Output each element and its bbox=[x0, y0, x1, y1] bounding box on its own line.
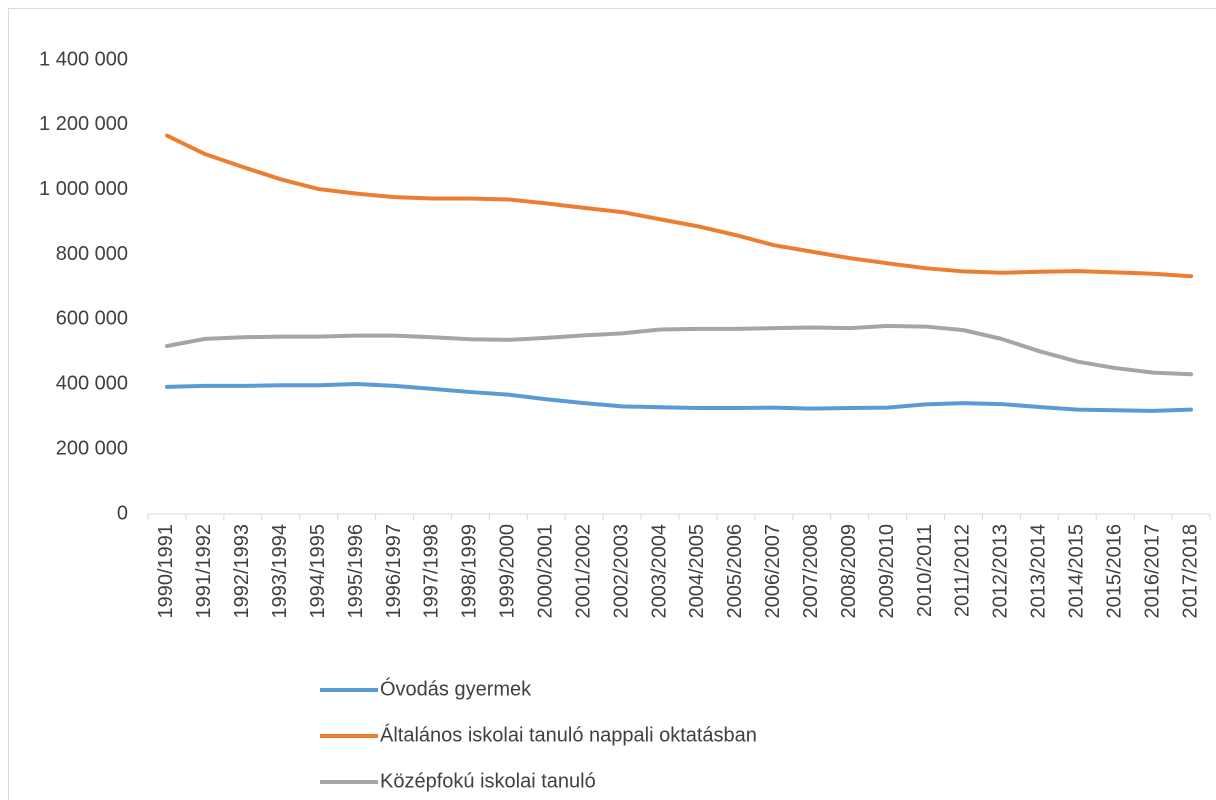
y-tick-label: 0 bbox=[117, 502, 128, 524]
x-tick-label: 2003/2004 bbox=[648, 524, 670, 619]
x-tick-label: 1998/1999 bbox=[459, 524, 481, 619]
y-tick-label: 400 000 bbox=[56, 373, 128, 395]
x-tick-label: 2005/2006 bbox=[724, 524, 746, 619]
x-tick-label: 1993/1994 bbox=[269, 524, 291, 619]
x-tick-label: 1991/1992 bbox=[193, 524, 215, 619]
x-tick-label: 2016/2017 bbox=[1141, 524, 1163, 619]
x-tick-label: 2007/2008 bbox=[800, 524, 822, 619]
x-tick-label: 2006/2007 bbox=[762, 524, 784, 619]
x-tick-label: 2010/2011 bbox=[914, 524, 936, 617]
x-tick-label: 2001/2002 bbox=[572, 524, 594, 619]
legend-label: Óvodás gyermek bbox=[380, 677, 532, 700]
x-tick-label: 1995/1996 bbox=[345, 524, 367, 619]
y-tick-label: 1 400 000 bbox=[39, 48, 128, 70]
x-tick-label: 2014/2015 bbox=[1066, 524, 1088, 619]
x-tick-label: 1990/1991 bbox=[155, 524, 177, 619]
y-tick-label: 1 200 000 bbox=[39, 113, 128, 135]
x-tick-label: 1996/1997 bbox=[383, 524, 405, 619]
x-tick-label: 2012/2013 bbox=[990, 524, 1012, 619]
x-tick-label: 2017/2018 bbox=[1179, 524, 1201, 619]
x-tick-label: 2009/2010 bbox=[876, 524, 898, 619]
line-series bbox=[164, 133, 1194, 279]
y-tick-label: 800 000 bbox=[56, 243, 128, 265]
chart-border bbox=[8, 8, 1216, 800]
x-tick-label: 2013/2014 bbox=[1028, 524, 1050, 619]
x-tick-label: 2002/2003 bbox=[610, 524, 632, 619]
y-tick-label: 1 000 000 bbox=[39, 178, 128, 200]
line-series bbox=[164, 323, 1194, 377]
x-tick-label: 2004/2005 bbox=[686, 524, 708, 619]
x-tick-label: 1992/1993 bbox=[231, 524, 253, 619]
legend-label: Középfokú iskolai tanuló bbox=[380, 770, 596, 792]
x-tick-label: 2008/2009 bbox=[838, 524, 860, 619]
x-tick-label: 2015/2016 bbox=[1103, 524, 1125, 619]
legend-label: Általános iskolai tanuló nappali oktatás… bbox=[380, 723, 757, 746]
y-tick-label: 200 000 bbox=[56, 437, 128, 459]
y-tick-label: 600 000 bbox=[56, 308, 128, 330]
x-tick-label: 1997/1998 bbox=[421, 524, 443, 619]
x-tick-label: 1999/2000 bbox=[497, 524, 519, 619]
x-tick-label: 2011/2012 bbox=[952, 524, 974, 617]
x-tick-label: 1994/1995 bbox=[307, 524, 329, 619]
line-series bbox=[164, 381, 1194, 413]
x-tick-label: 2000/2001 bbox=[535, 524, 557, 619]
